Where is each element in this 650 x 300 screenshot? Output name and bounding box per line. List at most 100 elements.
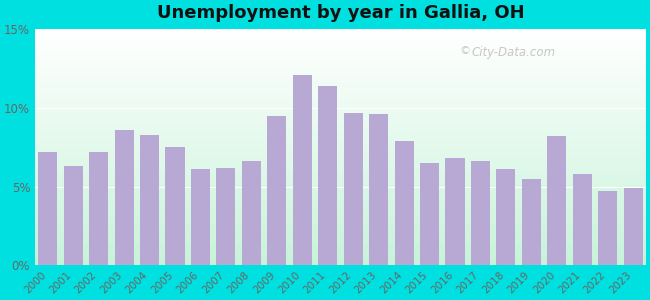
Bar <box>35 179 646 180</box>
Bar <box>35 176 646 177</box>
Bar <box>35 255 646 256</box>
Bar <box>35 254 646 255</box>
Bar <box>35 39 646 40</box>
Bar <box>369 114 388 265</box>
Bar <box>35 106 646 107</box>
Text: ©: © <box>460 46 471 56</box>
Bar <box>242 161 261 265</box>
Bar <box>35 178 646 179</box>
Bar <box>547 136 566 265</box>
Bar <box>191 169 210 265</box>
Bar <box>35 220 646 222</box>
Bar <box>35 147 646 148</box>
Bar <box>35 130 646 131</box>
Bar <box>35 29 646 31</box>
Bar <box>35 86 646 87</box>
Bar <box>140 135 159 265</box>
Bar <box>35 211 646 212</box>
Bar <box>35 263 646 264</box>
Bar <box>35 70 646 72</box>
Bar <box>35 33 646 34</box>
Bar <box>35 85 646 86</box>
Bar <box>35 217 646 218</box>
Bar <box>35 134 646 136</box>
Bar <box>35 172 646 173</box>
Bar <box>35 223 646 224</box>
Bar <box>35 153 646 154</box>
Bar <box>35 94 646 95</box>
Bar <box>35 170 646 171</box>
Bar <box>35 185 646 186</box>
Bar <box>35 145 646 146</box>
Bar <box>35 101 646 102</box>
Bar <box>35 93 646 94</box>
Bar <box>35 216 646 217</box>
Bar <box>35 158 646 159</box>
Bar <box>35 73 646 74</box>
Bar <box>35 193 646 194</box>
Bar <box>35 87 646 88</box>
Bar <box>35 167 646 169</box>
Bar <box>522 179 541 265</box>
Bar <box>35 249 646 250</box>
Text: City-Data.com: City-Data.com <box>472 46 556 59</box>
Bar <box>35 49 646 50</box>
Bar <box>35 82 646 84</box>
Bar <box>114 130 134 265</box>
Bar <box>35 107 646 108</box>
Bar <box>623 188 643 265</box>
Bar <box>573 174 592 265</box>
Bar <box>35 59 646 60</box>
Bar <box>35 80 646 81</box>
Bar <box>35 88 646 89</box>
Bar <box>35 227 646 229</box>
Bar <box>35 169 646 170</box>
Title: Unemployment by year in Gallia, OH: Unemployment by year in Gallia, OH <box>157 4 525 22</box>
Bar <box>35 150 646 151</box>
Bar <box>35 38 646 39</box>
Bar <box>35 68 646 69</box>
Bar <box>35 208 646 210</box>
Bar <box>35 186 646 188</box>
Bar <box>35 91 646 92</box>
Bar <box>35 200 646 202</box>
Bar <box>598 191 618 265</box>
Bar <box>35 192 646 193</box>
Bar <box>35 148 646 150</box>
Bar <box>35 212 646 213</box>
Bar <box>35 79 646 80</box>
Bar <box>35 117 646 118</box>
Bar <box>35 207 646 208</box>
Bar <box>35 140 646 141</box>
Bar <box>35 159 646 160</box>
Bar <box>35 127 646 128</box>
Bar <box>35 188 646 189</box>
Bar <box>35 84 646 85</box>
Bar <box>35 72 646 73</box>
Bar <box>35 126 646 127</box>
Bar <box>35 210 646 211</box>
Bar <box>35 197 646 198</box>
Bar <box>35 191 646 192</box>
Bar <box>35 132 646 133</box>
Bar <box>35 128 646 130</box>
Bar <box>35 202 646 203</box>
Bar <box>35 206 646 207</box>
Bar <box>35 55 646 56</box>
Bar <box>35 189 646 190</box>
Bar <box>35 133 646 134</box>
Bar <box>35 243 646 244</box>
Bar <box>35 183 646 184</box>
Bar <box>35 48 646 49</box>
Bar <box>35 122 646 124</box>
Bar <box>35 232 646 233</box>
Bar <box>35 41 646 42</box>
Bar <box>35 103 646 105</box>
Bar <box>35 97 646 98</box>
Bar <box>35 42 646 44</box>
Bar <box>35 46 646 47</box>
Bar <box>35 163 646 164</box>
Bar <box>35 146 646 147</box>
Bar <box>35 165 646 166</box>
Bar <box>35 199 646 200</box>
